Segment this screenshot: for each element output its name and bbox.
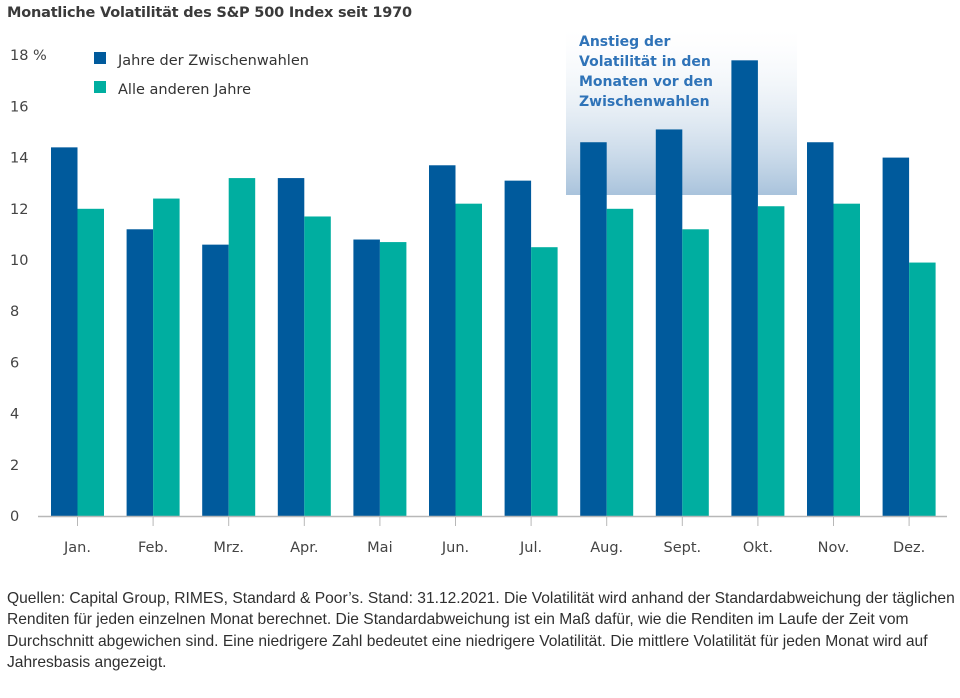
x-tick-label: Sept. (663, 540, 701, 556)
bar-other-6 (531, 247, 558, 516)
annotation-line: Anstieg der (579, 34, 671, 50)
bar-other-9 (757, 206, 785, 517)
bar-other-10 (833, 203, 860, 516)
bar-midterm-11 (882, 157, 910, 516)
bar-other-11 (909, 262, 936, 516)
bar-midterm-0 (51, 147, 78, 517)
y-tick-label: 8 (10, 304, 19, 320)
y-tick-label: 6 (10, 355, 19, 371)
legend-label-midterm: Jahre der Zwischenwahlen (117, 53, 309, 69)
y-tick-label: 18 % (10, 48, 47, 64)
annotation-line: Volatilität in den (579, 54, 711, 70)
legend-label-other: Alle anderen Jahre (118, 82, 251, 98)
bar-other-1 (153, 198, 180, 516)
y-tick-label: 16 (10, 99, 28, 115)
legend-swatch-other (94, 81, 106, 93)
bar-other-4 (379, 242, 407, 516)
y-tick-label: 14 (10, 151, 28, 167)
bar-midterm-1 (126, 229, 154, 516)
bar-other-0 (77, 208, 104, 517)
x-tick-label: Jan. (63, 540, 91, 556)
bar-midterm-7 (580, 142, 607, 517)
x-tick-label: Dez. (893, 540, 925, 556)
legend-swatch-midterm (94, 52, 106, 64)
y-tick-label: 0 (10, 509, 19, 525)
bar-other-2 (228, 178, 256, 516)
x-tick-label: Feb. (138, 540, 168, 556)
y-tick-label: 2 (10, 458, 19, 474)
legend: Jahre der Zwischenwahlen Alle anderen Ja… (94, 52, 309, 98)
x-tick-label: Jun. (441, 540, 469, 556)
annotation: Anstieg der Volatilität in den Monaten vor… (579, 34, 713, 110)
x-axis: Jan. Feb. Mrz. Apr. Mai Jun. Jul. Aug. Sept. Okt.… (63, 517, 925, 556)
y-tick-label: 4 (10, 407, 19, 423)
y-tick-label: 10 (10, 253, 28, 269)
footnote: Quellen: Capital Group, RIMES, Standard … (7, 590, 955, 671)
bar-other-8 (682, 229, 709, 516)
bar-midterm-3 (277, 178, 305, 516)
y-tick-label: 12 (10, 202, 28, 218)
annotation-line: Monaten vor den (579, 74, 713, 90)
bar-chart: 0 2 4 6 8 10 12 14 16 18 % Jan. Feb. Mrz. Apr. Mai Jun… (10, 30, 947, 556)
bar-midterm-9 (731, 60, 758, 516)
bars (51, 60, 936, 517)
chart-title: Monatliche Volatilität des S&P 500 Index… (7, 5, 412, 21)
y-axis: 0 2 4 6 8 10 12 14 16 18 % (10, 48, 47, 525)
bar-other-5 (455, 203, 482, 516)
x-tick-label: Mai (367, 540, 392, 556)
bar-midterm-2 (202, 244, 229, 516)
x-tick-label: Nov. (818, 540, 850, 556)
x-tick-label: Jul. (519, 540, 542, 556)
annotation-line: Zwischenwahlen (579, 94, 710, 110)
bar-midterm-8 (655, 129, 683, 516)
bar-midterm-5 (429, 165, 456, 516)
bar-other-3 (304, 216, 331, 517)
x-tick-label: Apr. (290, 540, 318, 556)
x-tick-label: Mrz. (213, 540, 244, 556)
bar-other-7 (606, 208, 634, 517)
bar-midterm-4 (353, 239, 380, 516)
x-tick-label: Aug. (590, 540, 623, 556)
bar-midterm-6 (504, 180, 532, 516)
x-tick-label: Okt. (743, 540, 773, 556)
bar-midterm-10 (807, 142, 834, 517)
